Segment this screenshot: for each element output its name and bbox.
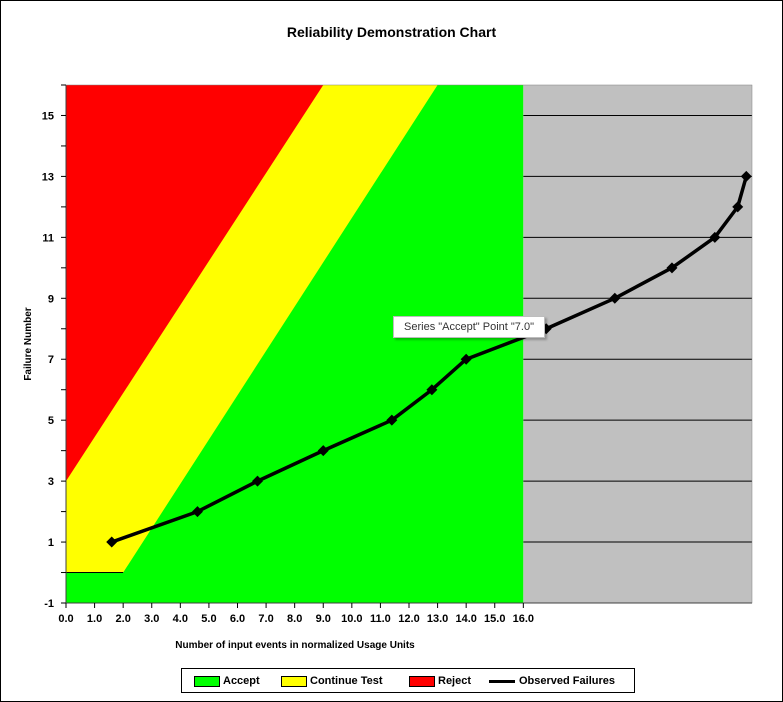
y-tick-label: 5: [48, 415, 54, 427]
data-point-marker: [460, 353, 472, 365]
y-tick-label: -1: [44, 598, 54, 610]
x-tick-label: 15.0: [484, 613, 505, 625]
data-point-marker: [317, 445, 329, 457]
legend-label-observed: Observed Failures: [519, 675, 615, 687]
legend-item-accept: Accept: [194, 674, 260, 688]
data-point-marker: [252, 475, 264, 487]
x-tick-label: 10.0: [341, 613, 362, 625]
x-tick-label: 16.0: [513, 613, 534, 625]
data-point-marker: [666, 262, 678, 274]
y-tick-label: 11: [42, 232, 54, 244]
legend-label-continue: Continue Test: [310, 675, 383, 687]
legend-label-reject: Reject: [438, 675, 472, 687]
chart-title: Reliability Demonstration Chart: [286, 24, 497, 40]
x-tick-label: 1.0: [87, 613, 102, 625]
y-tick-label: 7: [48, 354, 54, 366]
data-point-marker: [191, 506, 203, 518]
legend-item-observed: Observed Failures: [489, 674, 615, 688]
data-point-marker: [426, 384, 438, 396]
y-tick-label: 1: [48, 537, 54, 549]
legend-item-reject: Reject: [409, 674, 471, 688]
y-tick-label: 15: [42, 110, 54, 122]
legend-swatch-continue: [281, 675, 307, 687]
y-axis-label: Failure Number: [23, 307, 34, 380]
x-tick-label: 8.0: [287, 613, 302, 625]
y-tick-label: 3: [48, 476, 54, 488]
legend-line-observed: [489, 679, 515, 683]
x-tick-label: 3.0: [144, 613, 159, 625]
legend-swatch-reject: [409, 675, 435, 687]
x-tick-label: 11.0: [370, 613, 391, 625]
data-point-marker: [740, 170, 752, 182]
x-axis-label: Number of input events in normalized Usa…: [175, 640, 415, 651]
legend-item-continue: Continue Test: [281, 674, 383, 688]
data-point-tooltip: Series "Accept" Point "7.0": [393, 316, 545, 338]
x-tick-label: 13.0: [427, 613, 448, 625]
legend: Accept Continue Test Reject Observed Fai…: [181, 668, 635, 693]
region-beyond: [523, 85, 752, 603]
data-point-marker: [609, 292, 621, 304]
region-reject: [66, 85, 324, 482]
x-tick-label: 12.0: [398, 613, 419, 625]
x-tick-label: 6.0: [230, 613, 245, 625]
x-tick-label: 4.0: [173, 613, 188, 625]
x-tick-label: 14.0: [455, 613, 476, 625]
data-point-marker: [709, 231, 721, 243]
x-tick-label: 9.0: [316, 613, 331, 625]
x-tick-label: 7.0: [258, 613, 273, 625]
x-tick-label: 5.0: [201, 613, 216, 625]
legend-swatch-accept: [194, 675, 220, 687]
x-tick-label: 2.0: [116, 613, 131, 625]
data-point-marker: [106, 536, 118, 548]
y-tick-label: 13: [42, 171, 54, 183]
y-tick-label: 9: [48, 293, 54, 305]
data-point-marker: [732, 201, 744, 213]
legend-label-accept: Accept: [223, 675, 260, 687]
x-tick-label: 0.0: [58, 613, 73, 625]
data-point-marker: [386, 414, 398, 426]
